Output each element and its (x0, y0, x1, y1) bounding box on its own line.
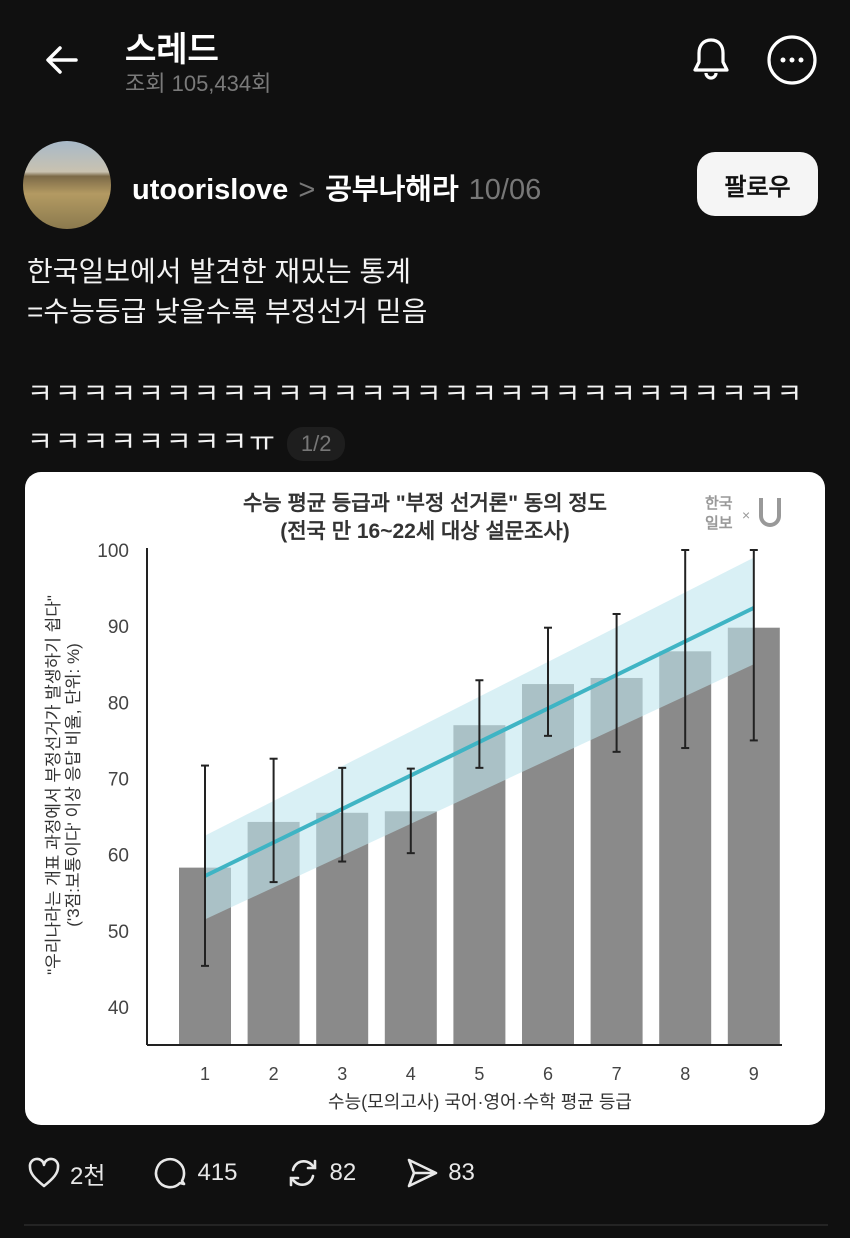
x-tick-label: 1 (200, 1064, 210, 1084)
y-axis-label-2: ('3점:보통이다' 이상 응답 비율, 단위: %) (64, 643, 83, 927)
notification-button[interactable] (686, 34, 736, 84)
like-button[interactable]: 2천 (26, 1155, 105, 1191)
follow-button[interactable]: 팔로우 (697, 152, 818, 216)
arrow-left-icon (46, 46, 78, 74)
chevron-right-icon: > (298, 174, 316, 206)
comment-button[interactable]: 415 (153, 1155, 237, 1191)
x-tick-label: 3 (337, 1064, 347, 1084)
back-button[interactable] (42, 40, 82, 80)
share-count: 83 (448, 1159, 475, 1186)
svg-text:한국: 한국 (705, 495, 733, 512)
x-tick-label: 7 (612, 1064, 622, 1084)
hankook-logo: 한국 일보 × (705, 495, 781, 532)
bell-icon (693, 38, 729, 80)
divider (24, 1224, 828, 1226)
image-pager: 1/2 (286, 427, 346, 461)
page-title: 스레드 (125, 31, 219, 69)
post-text: 한국일보에서 발견한 재밌는 통계 =수능등급 낮을수록 부정선거 믿음 (27, 252, 827, 332)
comment-icon (155, 1157, 186, 1189)
y-tick-label: 50 (108, 922, 129, 943)
x-tick-label: 8 (680, 1064, 690, 1084)
y-axis-label: "우리나라는 개표 과정에서 부정선거가 발생하기 쉽다" (44, 595, 63, 975)
y-tick-label: 80 (108, 693, 129, 714)
view-count: 조회 105,434회 (125, 71, 272, 96)
post-date: 10/06 (468, 174, 542, 206)
svg-text:일보: 일보 (705, 515, 733, 532)
post-actions: 2천 415 82 83 (26, 1155, 523, 1191)
x-tick-label: 9 (749, 1064, 759, 1084)
x-tick-label: 4 (406, 1064, 416, 1084)
post-author-line: utoorislove > 공부나해라 10/06 (132, 166, 541, 208)
y-tick-label: 40 (108, 998, 129, 1019)
heart-icon (28, 1157, 60, 1188)
repost-icon (290, 1159, 317, 1187)
svg-text:×: × (742, 507, 750, 523)
y-tick-label: 60 (108, 846, 129, 867)
repost-button[interactable]: 82 (285, 1155, 356, 1191)
y-tick-label: 100 (97, 541, 129, 562)
more-options-button[interactable] (766, 34, 818, 86)
laugh-line: ㅋㅋㅋㅋㅋㅋㅋㅋㅠ (27, 426, 277, 457)
x-tick-label: 5 (474, 1064, 484, 1084)
repost-count: 82 (329, 1159, 357, 1186)
post-text-line: 한국일보에서 발견한 재밌는 통계 (27, 256, 411, 287)
chart-title: 수능 평균 등급과 "부정 선거론" 동의 정도 (243, 492, 607, 515)
x-axis-label: 수능(모의고사) 국어·영어·수학 평균 등급 (328, 1092, 632, 1112)
more-icon (767, 35, 817, 85)
send-icon (407, 1158, 438, 1188)
chart: 수능 평균 등급과 "부정 선거론" 동의 정도 (전국 만 16~22세 대상… (44, 492, 782, 1112)
laugh-line: ㅋㅋㅋㅋㅋㅋㅋㅋㅋㅋㅋㅋㅋㅋㅋㅋㅋㅋㅋㅋㅋㅋㅋㅋㅋㅋㅋㅋ (27, 378, 805, 409)
chart-image[interactable]: 수능 평균 등급과 "부정 선거론" 동의 정도 (전국 만 16~22세 대상… (25, 472, 825, 1125)
avatar[interactable] (23, 141, 111, 229)
community-name[interactable]: 공부나해라 (325, 174, 459, 206)
x-tick-label: 2 (269, 1064, 279, 1084)
post-text-laugh: ㅋㅋㅋㅋㅋㅋㅋㅋㅋㅋㅋㅋㅋㅋㅋㅋㅋㅋㅋㅋㅋㅋㅋㅋㅋㅋㅋㅋ ㅋㅋㅋㅋㅋㅋㅋㅋㅠ 1/… (27, 370, 827, 466)
x-tick-label: 6 (543, 1064, 553, 1084)
post-text-line: =수능등급 낮을수록 부정선거 믿음 (27, 296, 428, 327)
y-tick-label: 70 (108, 770, 129, 791)
share-button[interactable]: 83 (404, 1155, 475, 1191)
chart-subtitle: (전국 만 16~22세 대상 설문조사) (280, 520, 570, 543)
username[interactable]: utoorislove (132, 174, 289, 206)
y-tick-label: 90 (108, 617, 129, 638)
comment-count: 415 (197, 1159, 238, 1186)
like-count: 2천 (70, 1162, 106, 1190)
